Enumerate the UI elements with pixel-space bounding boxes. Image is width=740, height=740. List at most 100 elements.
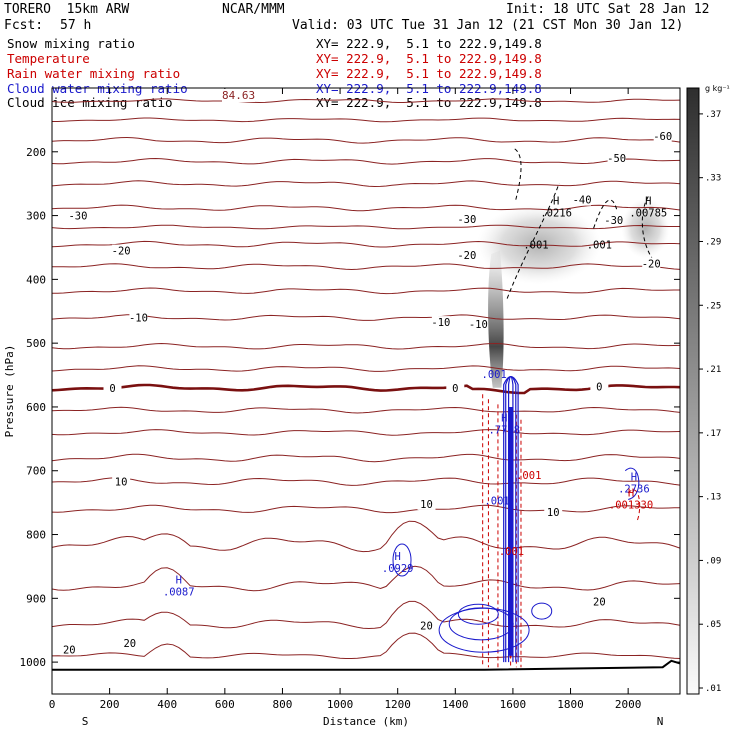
contour-label: .001 bbox=[587, 240, 612, 252]
colorbar-gradient bbox=[686, 87, 700, 695]
colorbar-label: .25 bbox=[705, 301, 721, 311]
cloud-ice-contours bbox=[506, 148, 661, 299]
maximum-value: .0929 bbox=[382, 563, 414, 575]
y-tick-label: 900 bbox=[26, 592, 46, 605]
isotherm-label: -40 bbox=[573, 195, 592, 207]
cloud-water-contour bbox=[503, 376, 519, 663]
cloud-water-contour bbox=[392, 543, 412, 577]
isotherm-label: 20 bbox=[123, 638, 136, 650]
plot-frame bbox=[51, 87, 681, 695]
maximum-value: .001330 bbox=[609, 499, 653, 511]
forecast-hours: 57 h bbox=[60, 18, 92, 33]
legend-name-temperature: Temperature bbox=[7, 51, 90, 66]
contour-label: .001 bbox=[516, 470, 541, 482]
x-tick-label: 200 bbox=[100, 698, 120, 711]
cloud-water-contour bbox=[438, 607, 530, 653]
isotherm-label: -60 bbox=[653, 131, 672, 143]
isotherm-line bbox=[52, 98, 680, 104]
x-axis-title: Distance (km) bbox=[323, 715, 409, 728]
legend-xy-temperature: XY= 222.9, 5.1 to 222.9,149.8 bbox=[316, 51, 542, 66]
isotherm-label: 10 bbox=[547, 507, 560, 519]
isotherm-label: -20 bbox=[457, 250, 476, 262]
isotherm-label: -30 bbox=[68, 211, 87, 223]
isotherm-line bbox=[52, 204, 680, 212]
isotherm-label: 20 bbox=[593, 597, 606, 609]
colorbar-label: .05 bbox=[705, 620, 721, 630]
maximum-marker: H bbox=[628, 487, 634, 499]
colorbar: .37 .33 .29 .25 .21 .17 .13 .09 .05 .01 bbox=[686, 87, 721, 695]
cloud-water-contour bbox=[457, 603, 499, 625]
cloud-water-contour bbox=[624, 467, 640, 500]
isotherm-label: 20 bbox=[420, 621, 433, 633]
isotherm-line bbox=[52, 504, 680, 514]
rain-contour bbox=[627, 489, 641, 522]
x-tick-label: 0 bbox=[49, 698, 56, 711]
top-annotation: 84.63 bbox=[222, 89, 256, 102]
center-title: NCAR/MMM bbox=[222, 2, 285, 17]
y-tick-label: 400 bbox=[26, 273, 46, 286]
zero-isotherm-line bbox=[52, 383, 680, 395]
x-tick-label: 600 bbox=[215, 698, 235, 711]
isotherm-label: -30 bbox=[457, 214, 476, 226]
isotherm-label: -30 bbox=[604, 215, 623, 227]
legend-xy-rain: XY= 222.9, 5.1 to 222.9,149.8 bbox=[316, 66, 542, 81]
colorbar-label: .37 bbox=[705, 110, 721, 120]
isotherm-label: -50 bbox=[607, 153, 626, 165]
snow-area-aloft bbox=[476, 204, 601, 285]
y-tick-label: 600 bbox=[26, 401, 46, 414]
isotherm-line bbox=[52, 632, 680, 659]
cloud-water-contours bbox=[392, 376, 640, 663]
colorbar-label: .29 bbox=[705, 237, 721, 247]
contour-label: .001 bbox=[499, 546, 524, 558]
isotherm-line bbox=[52, 314, 680, 321]
y-tick-label: 300 bbox=[26, 210, 46, 223]
isotherm-line bbox=[52, 117, 680, 123]
isotherm-line bbox=[52, 287, 680, 295]
isotherm-line bbox=[52, 180, 680, 188]
y-tick-label: 200 bbox=[26, 146, 46, 159]
isotherm-label: 0 bbox=[596, 382, 602, 394]
isotherm-line bbox=[52, 600, 680, 630]
maximum-value: .7758 bbox=[488, 425, 520, 437]
isotherm-label: -20 bbox=[642, 258, 661, 270]
colorbar-unit: g kg⁻¹ bbox=[705, 84, 730, 93]
maximum-value: .0087 bbox=[163, 587, 195, 599]
legend-name-snow: Snow mixing ratio bbox=[7, 36, 135, 51]
maximum-value: .2736 bbox=[618, 483, 650, 495]
cloud-ice-contour bbox=[506, 148, 560, 299]
maximum-marker: H bbox=[501, 413, 507, 425]
isotherm-label: 10 bbox=[420, 499, 433, 511]
isotherm-line bbox=[52, 224, 680, 230]
maximum-marker: H bbox=[553, 196, 559, 208]
x-tick-label: 400 bbox=[157, 698, 177, 711]
isotherm-label: -10 bbox=[469, 319, 488, 331]
cloud-ice-contour bbox=[593, 196, 661, 268]
north-label: N bbox=[657, 715, 664, 728]
maximum-value: .0216 bbox=[540, 208, 572, 220]
maximum-marker: H bbox=[645, 196, 651, 208]
x-tick-label: 1400 bbox=[442, 698, 469, 711]
x-tick-label: 1600 bbox=[500, 698, 527, 711]
colorbar-label: .21 bbox=[705, 365, 721, 375]
south-label: S bbox=[82, 715, 89, 728]
isotherm-line bbox=[52, 429, 680, 436]
legend-name-rain: Rain water mixing ratio bbox=[7, 66, 181, 81]
snow-mixing-shading bbox=[476, 198, 670, 388]
isotherm-line bbox=[52, 240, 680, 248]
terrain-line bbox=[52, 659, 680, 671]
isotherm-line bbox=[52, 453, 680, 463]
isotherm-line bbox=[52, 263, 680, 271]
isotherm-line bbox=[52, 477, 680, 486]
colorbar-label: .13 bbox=[705, 493, 721, 503]
contour-label: .001 bbox=[482, 369, 507, 381]
cloud-water-contour bbox=[531, 602, 553, 620]
isotherm-label: 10 bbox=[115, 477, 128, 489]
y-tick-label: 1000 bbox=[20, 656, 47, 669]
y-tick-label: 500 bbox=[26, 337, 46, 350]
model-title: TORERO 15km ARW bbox=[4, 2, 130, 17]
isotherm-line bbox=[52, 565, 680, 592]
contour-label: .001 bbox=[484, 496, 509, 508]
legend-xy-snow: XY= 222.9, 5.1 to 222.9,149.8 bbox=[316, 36, 542, 51]
valid-time: Valid: 03 UTC Tue 31 Jan 12 (21 CST Mon … bbox=[292, 18, 684, 33]
